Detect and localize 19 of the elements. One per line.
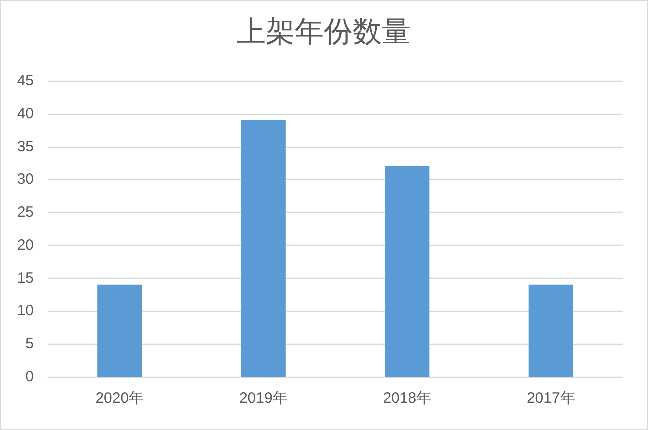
bar <box>98 284 142 377</box>
y-tick-label: 35 <box>17 138 34 156</box>
y-tick-label: 40 <box>17 105 34 122</box>
bar <box>385 166 430 377</box>
y-tick-label: 10 <box>17 302 34 320</box>
x-tick-label: 2019年 <box>239 390 288 407</box>
y-tick-label: 30 <box>17 171 34 188</box>
bar <box>241 120 286 377</box>
chart-title: 上架年份数量 <box>237 16 411 48</box>
y-tick-label: 5 <box>26 336 34 353</box>
y-tick-label: 45 <box>17 72 34 90</box>
y-tick-label: 20 <box>17 236 34 254</box>
y-tick-label: 15 <box>17 270 34 287</box>
x-tick-label: 2017年 <box>526 390 576 407</box>
y-tick-label: 25 <box>17 204 34 222</box>
x-tick-label: 2018年 <box>383 390 432 407</box>
y-tick-label: 0 <box>26 368 34 386</box>
bar <box>528 284 574 377</box>
x-tick-label: 2020年 <box>96 390 144 407</box>
